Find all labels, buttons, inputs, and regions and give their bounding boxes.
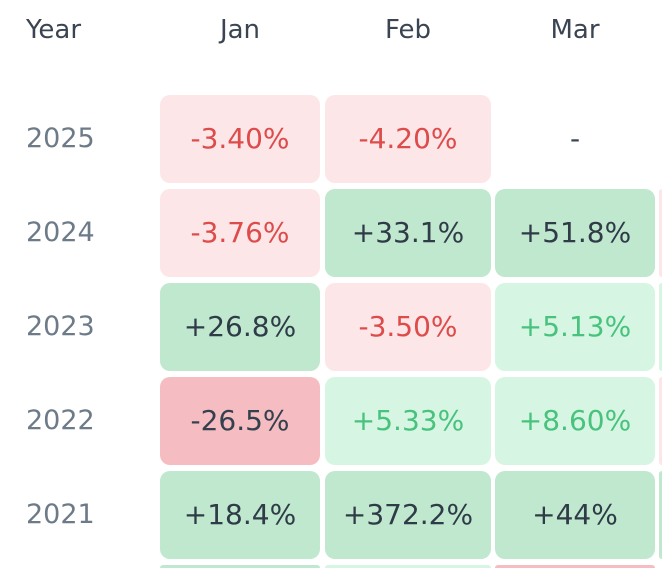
return-cell-2021-jan[interactable]: +18.4%	[160, 471, 320, 559]
return-cell-2023-mar[interactable]: +5.13%	[495, 283, 655, 371]
return-cell-2023-jan[interactable]: +26.8%	[160, 283, 320, 371]
year-label-2024: 2024	[26, 217, 95, 248]
return-cell-2023-feb[interactable]: -3.50%	[325, 283, 491, 371]
return-cell-2024-next-month-partial[interactable]	[659, 189, 662, 277]
year-label-2023: 2023	[26, 311, 95, 342]
return-cell-next-row-partial[interactable]	[495, 565, 655, 568]
return-cell-2025-feb[interactable]: -4.20%	[325, 95, 491, 183]
return-cell-2022-feb[interactable]: +5.33%	[325, 377, 491, 465]
return-cell-2023-next-month-partial[interactable]	[659, 283, 662, 371]
return-cell-2025-mar: -	[569, 122, 581, 155]
return-cell-2022-next-month-partial[interactable]	[659, 377, 662, 465]
return-cell-2024-jan[interactable]: -3.76%	[160, 189, 320, 277]
return-cell-2025-jan[interactable]: -3.40%	[160, 95, 320, 183]
year-label-2025: 2025	[26, 123, 95, 154]
year-label-2022: 2022	[26, 405, 95, 436]
return-cell-2021-next-month-partial[interactable]	[659, 471, 662, 559]
return-cell-2021-feb[interactable]: +372.2%	[325, 471, 491, 559]
return-cell-2022-jan[interactable]: -26.5%	[160, 377, 320, 465]
return-cell-2022-mar[interactable]: +8.60%	[495, 377, 655, 465]
year-label-2021: 2021	[26, 499, 95, 530]
return-cell-2021-mar[interactable]: +44%	[495, 471, 655, 559]
month-header-mar: Mar	[550, 15, 600, 45]
return-cell-next-row-partial[interactable]	[325, 565, 491, 568]
month-header-jan: Jan	[219, 15, 261, 45]
return-cell-2024-feb[interactable]: +33.1%	[325, 189, 491, 277]
return-cell-2024-mar[interactable]: +51.8%	[495, 189, 655, 277]
month-header-feb: Feb	[384, 15, 432, 45]
year-column-header: Year	[26, 15, 82, 45]
return-cell-next-row-partial[interactable]	[160, 565, 320, 568]
